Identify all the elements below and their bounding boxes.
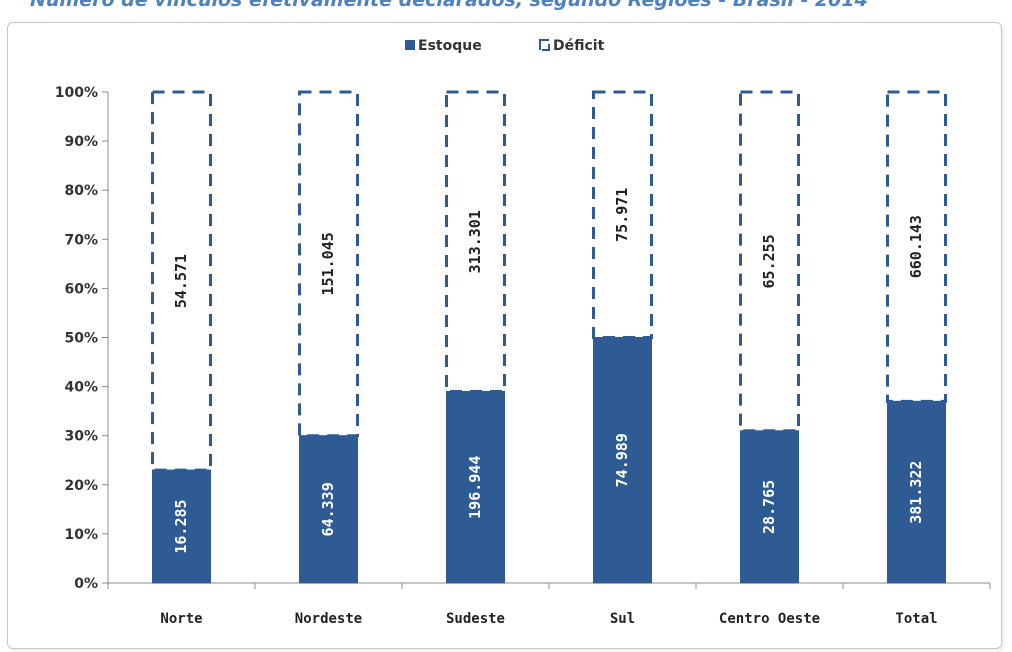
bar-deficit: [298, 90, 359, 438]
data-label-estoque: 381.322: [907, 461, 925, 524]
y-tick-label: 100%: [55, 85, 98, 101]
y-tick-label: 60%: [64, 281, 98, 297]
x-category-label: Centro Oeste: [719, 611, 820, 627]
bar-deficit: [592, 90, 653, 339]
data-label-deficit: 151.045: [319, 232, 337, 295]
data-label-estoque: 64.339: [319, 482, 337, 536]
x-category-label: Nordeste: [295, 611, 362, 627]
bar-estoque: [740, 430, 799, 584]
y-tick-label: 50%: [64, 331, 98, 347]
data-label-deficit: 660.143: [907, 215, 925, 278]
data-label-estoque: 28.765: [760, 480, 778, 534]
data-label-deficit: 54.571: [172, 254, 190, 308]
bar-estoque: [152, 469, 211, 584]
legend-label-estoque: Estoque: [418, 38, 482, 54]
bar-estoque: [446, 391, 505, 584]
legend-label-deficit: Déficit: [553, 38, 605, 54]
x-category-label: Total: [895, 611, 937, 627]
y-tick-label: 70%: [64, 232, 98, 248]
y-tick-label: 80%: [64, 183, 98, 199]
x-category-label: Norte: [160, 611, 202, 627]
bar-deficit: [445, 90, 506, 394]
bar-estoque: [299, 435, 358, 584]
data-label-estoque: 196.944: [466, 456, 484, 519]
bar-estoque: [593, 337, 652, 584]
y-tick-label: 10%: [64, 527, 98, 543]
y-tick-label: 0%: [74, 576, 98, 592]
chart-title: Número de vínculos efetivamente declarad…: [30, 0, 868, 11]
legend-swatch-estoque: [405, 40, 415, 50]
y-tick-label: 90%: [64, 134, 98, 150]
data-label-deficit: 65.255: [760, 234, 778, 288]
data-label-estoque: 74.989: [613, 433, 631, 487]
x-category-label: Sul: [610, 611, 635, 627]
y-tick-label: 30%: [64, 429, 98, 445]
y-tick-label: 20%: [64, 478, 98, 494]
y-tick-label: 40%: [64, 380, 98, 396]
x-category-label: Sudeste: [446, 611, 505, 627]
data-label-deficit: 75.971: [613, 188, 631, 242]
bar-deficit: [886, 90, 947, 403]
legend-swatch-deficit: [539, 39, 550, 51]
data-label-estoque: 16.285: [172, 499, 190, 553]
bar-estoque: [887, 400, 946, 584]
data-label-deficit: 313.301: [466, 210, 484, 273]
